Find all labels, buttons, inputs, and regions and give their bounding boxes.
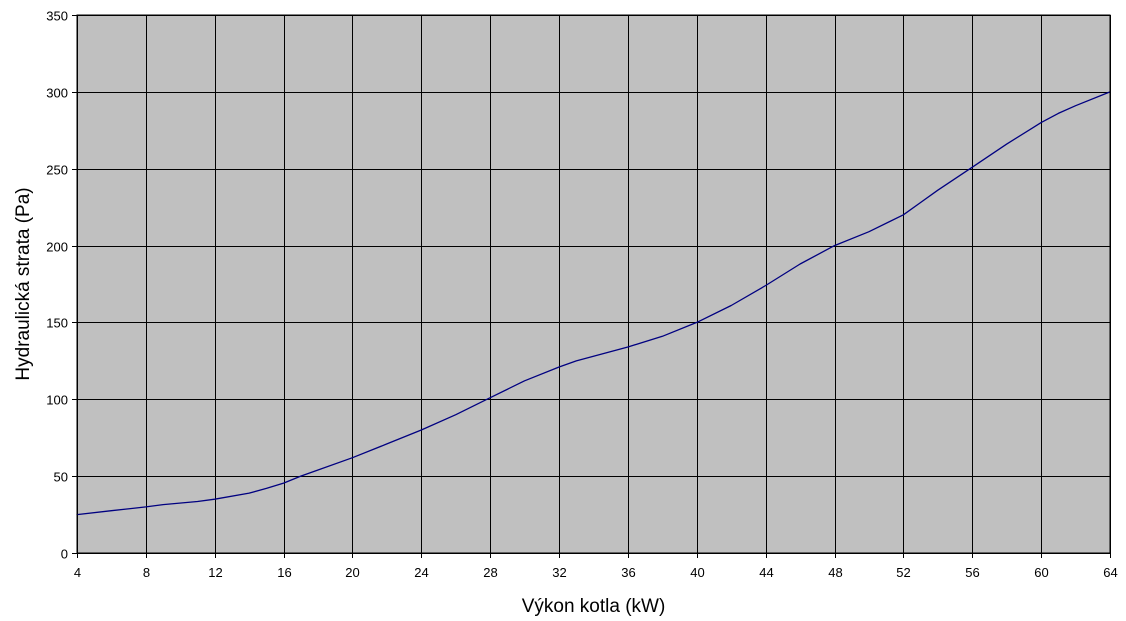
- x-tick-label: 24: [414, 565, 428, 580]
- tick-labels: 4 8 12 16 20 24 28 32 36 40 44 48 52 56 60 640501001502…: [46, 9, 1117, 581]
- x-tick-label: 60: [1034, 565, 1048, 580]
- x-tick-label: 28: [483, 565, 497, 580]
- y-tick-label: 300: [46, 86, 68, 101]
- y-tick-label: 0: [61, 547, 68, 562]
- x-tick-label: 40: [690, 565, 704, 580]
- x-tick-label: 64: [1103, 565, 1117, 580]
- plot-border: [76, 14, 1111, 554]
- y-tick-label: 150: [46, 316, 68, 331]
- y-tick-label: 100: [46, 393, 68, 408]
- x-tick-label: 48: [828, 565, 842, 580]
- y-axis-title: Hydraulická strata (Pa): [13, 187, 34, 380]
- x-tick-label: 52: [896, 565, 910, 580]
- x-tick-label: 56: [965, 565, 979, 580]
- x-tick-label: 4: [74, 565, 81, 580]
- x-tick-label: 16: [277, 565, 291, 580]
- x-tick-label: 8: [143, 565, 150, 580]
- x-tick-label: 20: [345, 565, 359, 580]
- x-tick-label: 12: [208, 565, 222, 580]
- x-tick-label: 44: [759, 565, 773, 580]
- axes: [72, 15, 1111, 558]
- y-tick-label: 250: [46, 163, 68, 178]
- gridlines: [77, 15, 1111, 554]
- x-tick-label: 36: [621, 565, 635, 580]
- series-line: [76, 91, 1111, 516]
- y-tick-label: 350: [46, 9, 68, 24]
- x-axis-title: Výkon kotla (kW): [522, 596, 666, 617]
- x-tick-label: 32: [552, 565, 566, 580]
- y-tick-label: 200: [46, 240, 68, 255]
- y-tick-label: 50: [54, 470, 68, 485]
- series-layer: [76, 91, 1111, 516]
- plot-area: [77, 15, 1110, 553]
